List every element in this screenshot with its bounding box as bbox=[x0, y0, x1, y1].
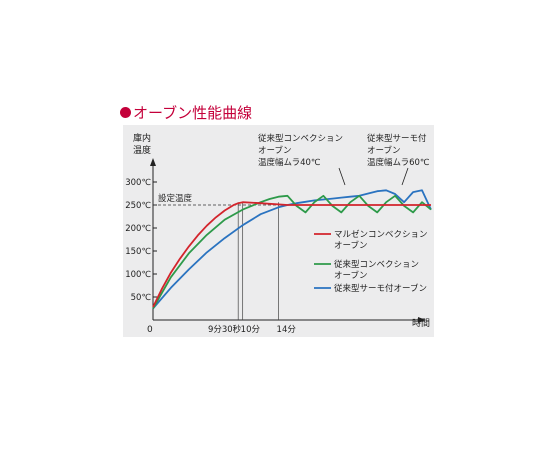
x-axis-arrow-icon bbox=[418, 317, 426, 323]
y-tick-label: 200℃ bbox=[125, 224, 151, 234]
annotation-convection-1: 従来型コンベクション bbox=[258, 133, 343, 144]
y-axis-label-line2: 温度 bbox=[133, 144, 151, 156]
y-tick-label: 100℃ bbox=[125, 270, 151, 280]
series-line-1 bbox=[152, 201, 431, 308]
origin-label: 0 bbox=[147, 325, 153, 335]
y-tick-label: 150℃ bbox=[125, 247, 151, 257]
annotation-thermo-1: 従来型サーモ付 bbox=[367, 133, 427, 144]
callout-pointer bbox=[338, 167, 346, 186]
annotation-thermo-3: 温度幅ムラ60℃ bbox=[367, 157, 430, 168]
x-tick-label: 9分30秒 bbox=[208, 324, 242, 335]
series-line-2 bbox=[152, 194, 432, 309]
annotation-convection-2: オーブン bbox=[258, 145, 292, 156]
x-tick-label: 10分 bbox=[241, 325, 261, 335]
legend-label: 従来型コンベクション bbox=[334, 259, 419, 270]
annotation-thermo-2: オーブン bbox=[367, 145, 401, 156]
annotation-convection-3: 温度幅ムラ40℃ bbox=[258, 157, 321, 168]
legend-label-line2: オーブン bbox=[334, 240, 368, 251]
x-tick-label: 14分 bbox=[277, 325, 297, 335]
y-tick-label: 250℃ bbox=[125, 201, 151, 211]
series-line-3 bbox=[152, 189, 432, 310]
bullet-icon bbox=[120, 107, 131, 118]
legend-label-line2: オーブン bbox=[334, 270, 368, 281]
legend-label: 従来型サーモ付オーブン bbox=[334, 283, 427, 294]
y-axis-arrow-icon bbox=[150, 158, 156, 166]
y-tick-label: 50℃ bbox=[131, 293, 152, 303]
x-axis-label: 時間 bbox=[412, 318, 430, 329]
y-tick-label: 300℃ bbox=[125, 178, 151, 188]
chart-title: オーブン性能曲線 bbox=[120, 102, 252, 123]
y-axis-label: 庫内 bbox=[133, 132, 151, 144]
callout-pointer bbox=[401, 167, 409, 186]
chart-panel: 庫内 温度時間 0 50℃ 100℃ 150℃ 200℃ 250℃ 300℃ 9分30秒 10分 14… bbox=[123, 125, 434, 337]
setpoint-label: 設定温度 bbox=[158, 193, 193, 204]
legend-label: マルゼンコンベクション bbox=[334, 229, 428, 240]
chart-title-text: オーブン性能曲線 bbox=[133, 104, 253, 122]
